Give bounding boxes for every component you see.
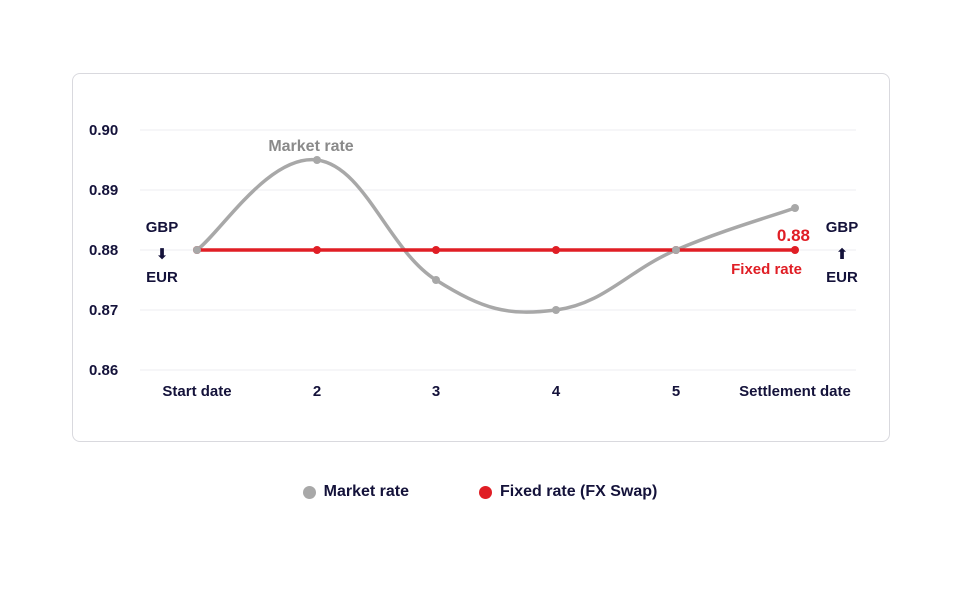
fixed-rate-point [791, 246, 799, 254]
market-rate-point [432, 276, 440, 284]
market-rate-annotation: Market rate [268, 138, 353, 155]
x-tick-label: 3 [432, 383, 440, 400]
chart-card [72, 73, 890, 442]
left-pair-top: GBP [146, 219, 179, 236]
fixed-rate-annotation: Fixed rate [731, 261, 802, 278]
down-arrow-icon: ⬇ [156, 246, 169, 263]
fixed-rate-value-annotation: 0.88 [777, 226, 810, 245]
right-pair-top: GBP [826, 219, 859, 236]
fixed-rate-point [313, 246, 321, 254]
x-tick-label: 2 [313, 383, 321, 400]
legend-item-fixed-rate: Fixed rate (FX Swap) [479, 483, 657, 501]
market-rate-point [193, 246, 201, 254]
right-currency-pair: GBP ⬆ EUR [826, 219, 859, 286]
data-points [193, 156, 799, 314]
y-tick-label: 0.90 [89, 122, 118, 139]
up-arrow-icon: ⬆ [836, 246, 849, 263]
x-tick-label: 5 [672, 383, 680, 400]
y-tick-label: 0.86 [89, 362, 118, 379]
legend-item-market-rate: Market rate [302, 483, 409, 501]
left-pair-bottom: EUR [146, 269, 178, 286]
market-rate-point [313, 156, 321, 164]
legend-dot-fixed-rate [479, 485, 492, 499]
x-tick-label: Settlement date [739, 383, 851, 400]
y-tick-label: 0.89 [89, 182, 118, 199]
left-currency-pair: GBP ⬇ EUR [146, 219, 179, 286]
chart-legend: Market rate Fixed rate (FX Swap) [0, 483, 960, 501]
fixed-rate-point [432, 246, 440, 254]
legend-label-fixed-rate: Fixed rate (FX Swap) [500, 483, 658, 500]
market-rate-point [791, 204, 799, 212]
y-axis: 0.90 0.89 0.88 0.87 0.86 [89, 122, 118, 379]
y-tick-label: 0.87 [89, 302, 118, 319]
x-axis: Start date 2 3 4 5 Settlement date [162, 383, 850, 400]
right-pair-bottom: EUR [826, 269, 858, 286]
market-rate-line [195, 158, 797, 314]
x-tick-label: Start date [162, 383, 231, 400]
market-rate-point [552, 306, 560, 314]
x-tick-label: 4 [552, 383, 561, 400]
legend-label-market-rate: Market rate [323, 483, 409, 500]
legend-dot-market-rate [302, 485, 316, 499]
fixed-rate-point [552, 246, 560, 254]
market-rate-point [672, 246, 680, 254]
y-tick-label: 0.88 [89, 242, 118, 259]
